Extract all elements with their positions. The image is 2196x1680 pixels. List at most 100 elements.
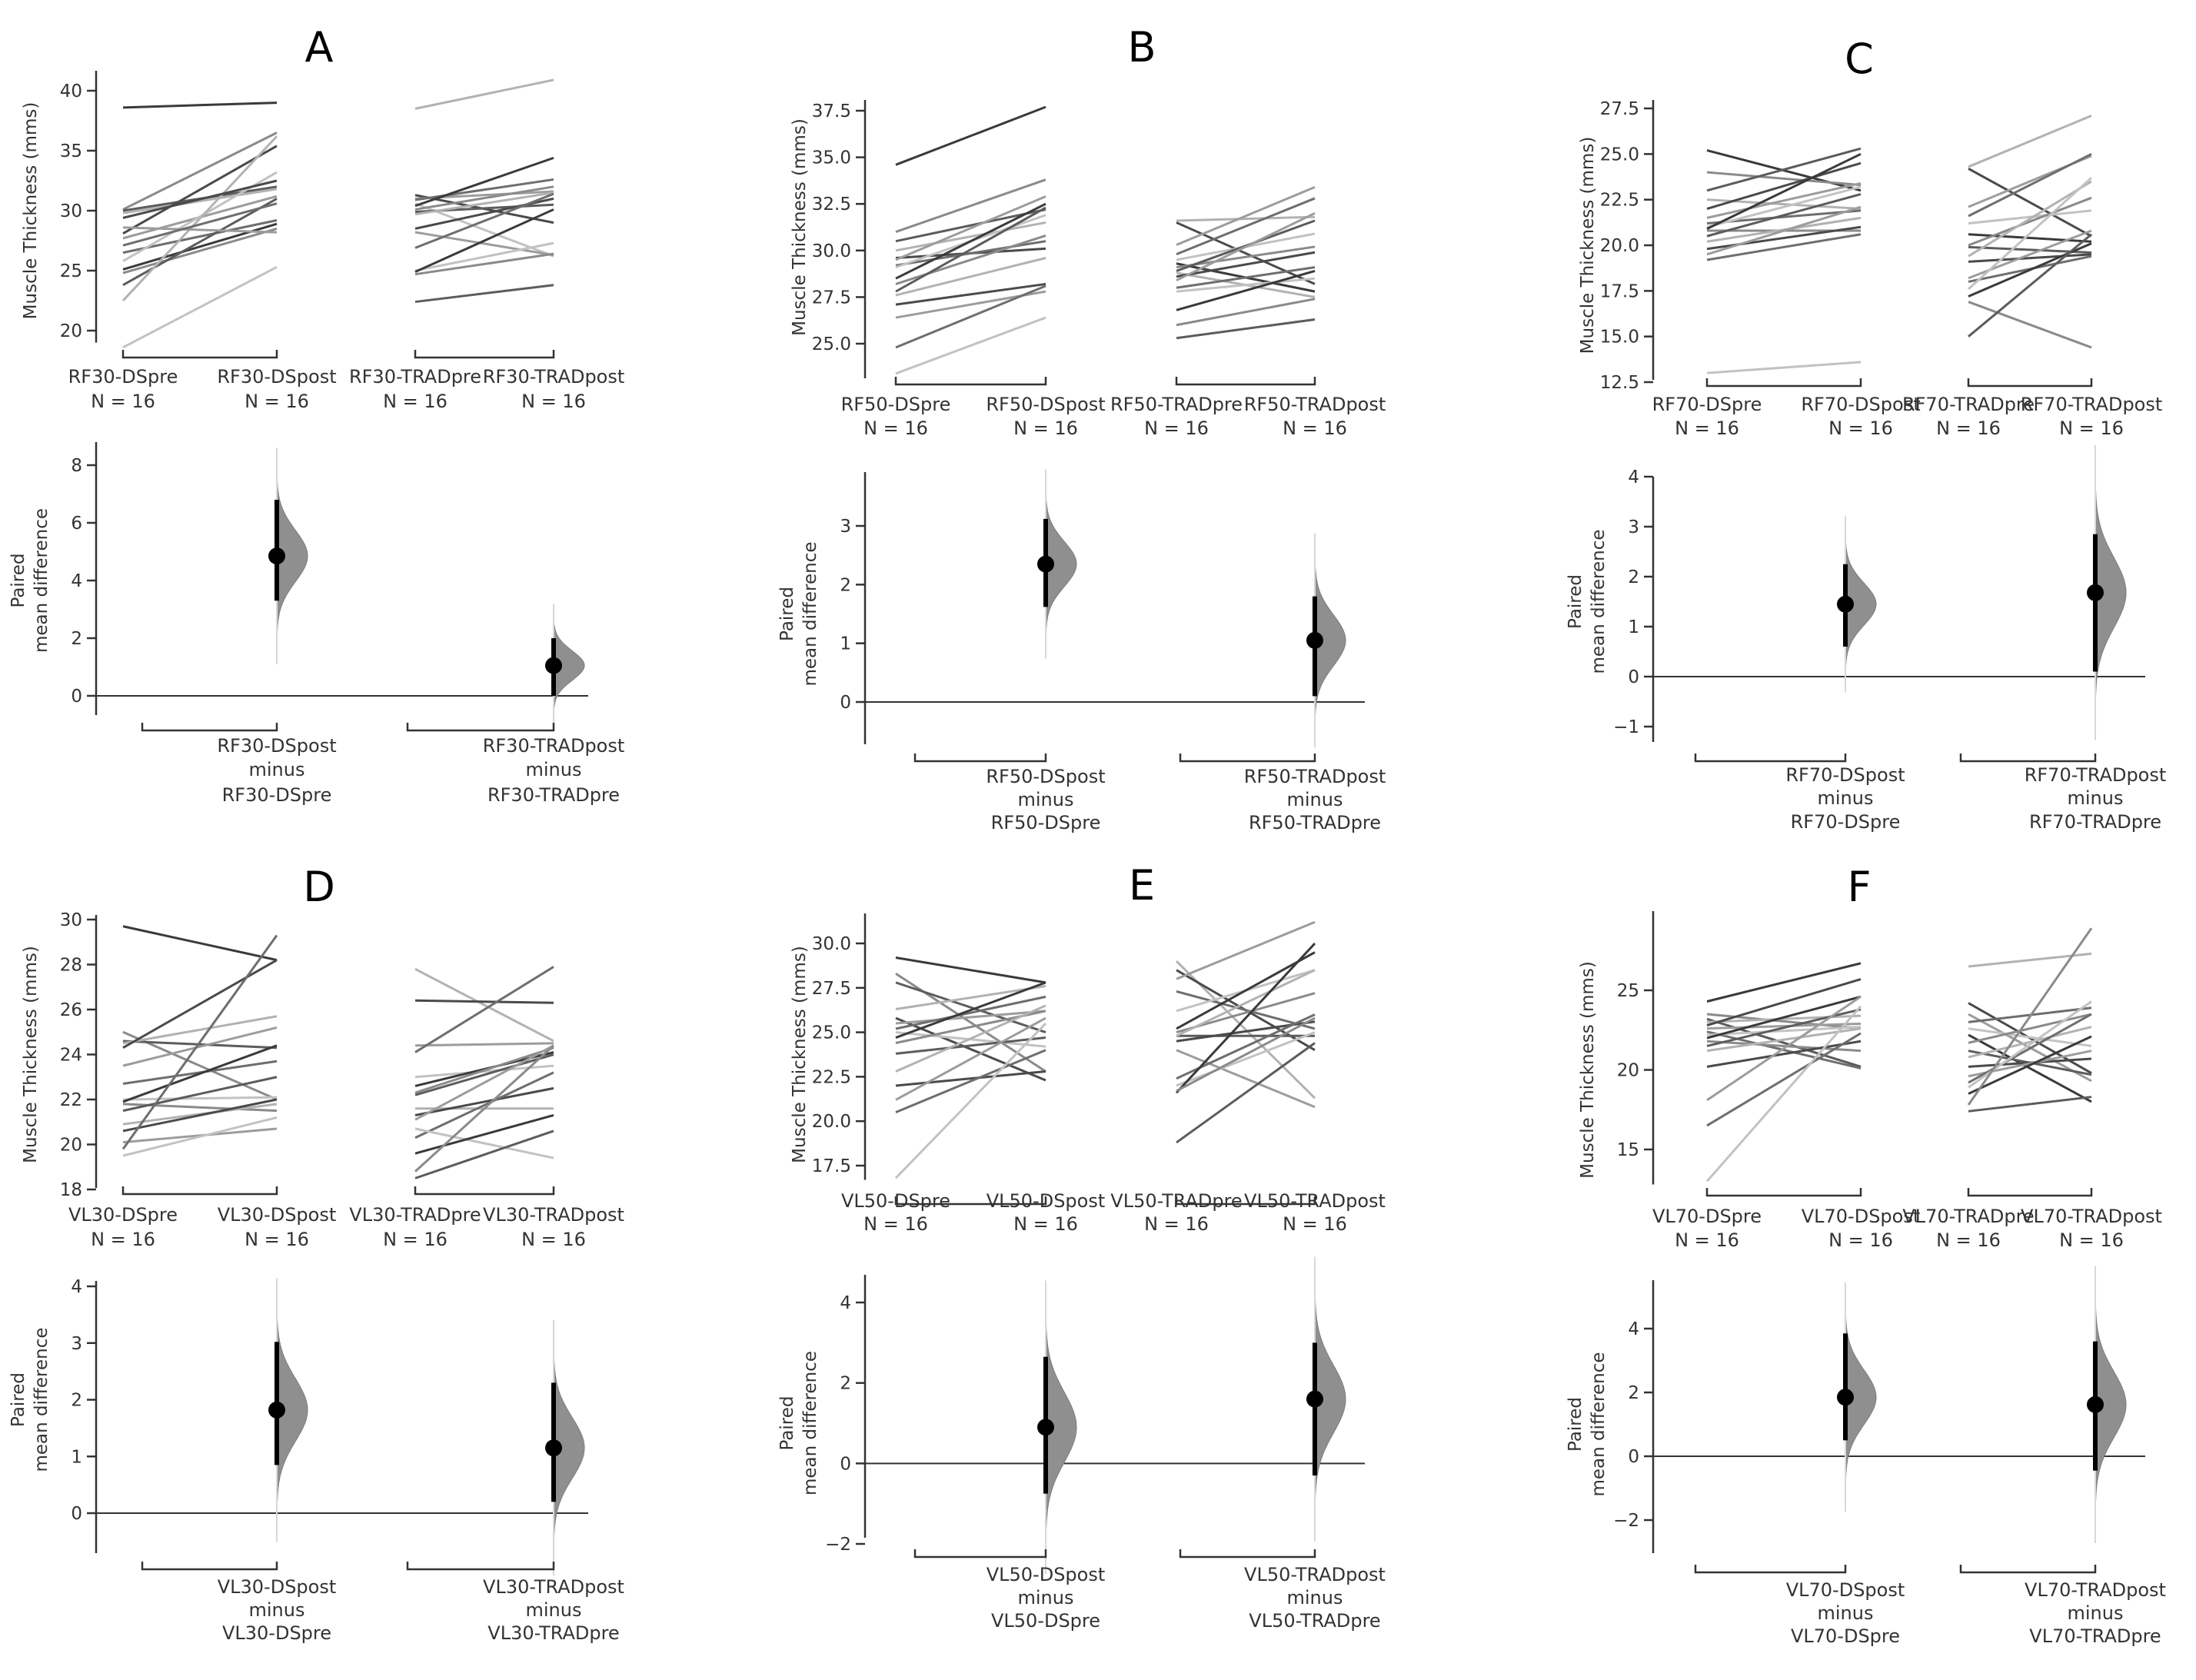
paired-line [1968,233,2092,243]
n-label: N = 16 [1283,418,1347,439]
diff-category-label: VL70-TRADpost [2025,1579,2166,1601]
paired-line [414,178,554,201]
diff-y-tick-label: 0 [840,1454,851,1474]
y-tick-label: 20 [60,321,82,341]
paired-line [1176,270,1316,311]
paired-line [1706,205,1862,256]
paired-line [1176,221,1316,285]
paired-line [1968,233,2092,338]
paired-line [414,185,554,211]
paired-line [1968,1000,2092,1089]
paired-line [1968,180,2092,258]
paired-line [895,282,1046,306]
paired-line [122,1015,278,1045]
diff-y-axis-label-line: Paired [8,553,28,607]
y-tick-label: 26 [60,1000,82,1020]
paired-line [1706,1027,1862,1053]
paired-line [895,981,1046,1039]
paired-line [1968,1013,2092,1084]
paired-line [895,956,1046,984]
diff-bracket [1959,754,2097,763]
y-tick-label: 28 [60,956,82,976]
paired-line [1968,301,2092,349]
diff-category-label: minus [526,1599,582,1621]
paired-line [895,985,1046,1011]
paired-line [414,1046,554,1094]
paired-line [1706,181,1862,219]
diff-category-label: VL50-DSpre [991,1610,1100,1632]
paired-line [1706,996,1862,1102]
paired-line [1706,1022,1862,1030]
diff-bracket [1694,754,1847,763]
panel-letter: E [1129,861,1155,910]
diff-category-label: RF70-TRADpost [2025,764,2167,786]
paired-line [1968,1033,2092,1103]
diff-category-label: minus [1018,1587,1074,1608]
paired-line [1706,361,1862,374]
n-label: N = 16 [1675,1229,1739,1251]
y-axis-label: Muscle Thickness (mms) [1578,961,1598,1179]
diff-category-label: minus [1018,789,1074,810]
paired-line [1706,1030,1862,1070]
diff-y-tick-label: 2 [840,1374,851,1394]
diff-bracket [406,723,555,732]
paired-line [122,227,278,274]
paired-line [1176,197,1316,256]
y-tick-label: 30.0 [812,934,851,954]
y-tick-label: 32.5 [812,195,851,215]
paired-line [1176,211,1316,281]
y-tick-label: 35.0 [812,148,851,168]
paired-line [122,1040,278,1050]
diff-bracket [1179,1549,1316,1559]
diff-y-tick-label: 2 [1628,1383,1639,1403]
paired-line [1968,196,2092,247]
diff-bracket [141,1562,278,1571]
paired-line [1706,171,1862,187]
y-tick-label: 12.5 [1600,373,1639,393]
paired-line [1176,1049,1316,1109]
n-label: N = 16 [1936,418,2001,439]
y-tick-label: 25.0 [812,1023,851,1043]
y-tick-label: 22.5 [812,1067,851,1087]
paired-line [122,925,278,962]
paired-line [122,1098,278,1133]
diff-y-tick-label: 4 [71,571,82,591]
mean-difference-marker [1037,1419,1054,1436]
mean-difference-marker [1837,595,1854,613]
paired-line [414,1044,554,1121]
diff-category-label: minus [249,759,305,780]
y-axis-label: Muscle Thickness (mms) [21,946,41,1163]
y-tick-label: 20.0 [812,1112,851,1132]
panel-letter: F [1847,863,1871,911]
mean-difference-marker [1837,1389,1854,1406]
group-bracket [121,350,278,359]
diff-y-tick-label: 4 [1628,1319,1639,1339]
category-label: RF50-TRADpre [1110,394,1243,415]
category-label: RF70-DSpre [1652,394,1762,415]
paired-line [122,1116,278,1157]
paired-line [121,934,278,1150]
diff-y-tick-label: 0 [71,687,82,707]
paired-line [895,981,1046,1034]
category-label: VL50-DSpost [987,1190,1106,1212]
group-bracket [1175,377,1316,386]
diff-y-tick-label: 3 [1628,517,1639,537]
n-label: N = 16 [245,391,309,412]
paired-line [895,316,1046,375]
paired-line [1176,185,1316,246]
y-tick-label: 17.5 [1600,281,1639,301]
category-label: RF50-DSpre [841,394,951,415]
diff-category-label: RF50-TRADpost [1244,766,1386,787]
paired-line [122,1076,278,1113]
n-label: N = 16 [1144,1213,1209,1235]
paired-line [1175,942,1316,1094]
category-label: VL70-TRADpost [2021,1206,2162,1227]
diff-y-axis-label-line: mean difference [1589,530,1609,674]
diff-y-axis-label-line: Paired [1565,574,1585,629]
diff-category-label: RF70-TRADpre [2029,811,2161,833]
diff-y-tick-label: 1 [840,634,851,654]
paired-line [414,231,554,257]
